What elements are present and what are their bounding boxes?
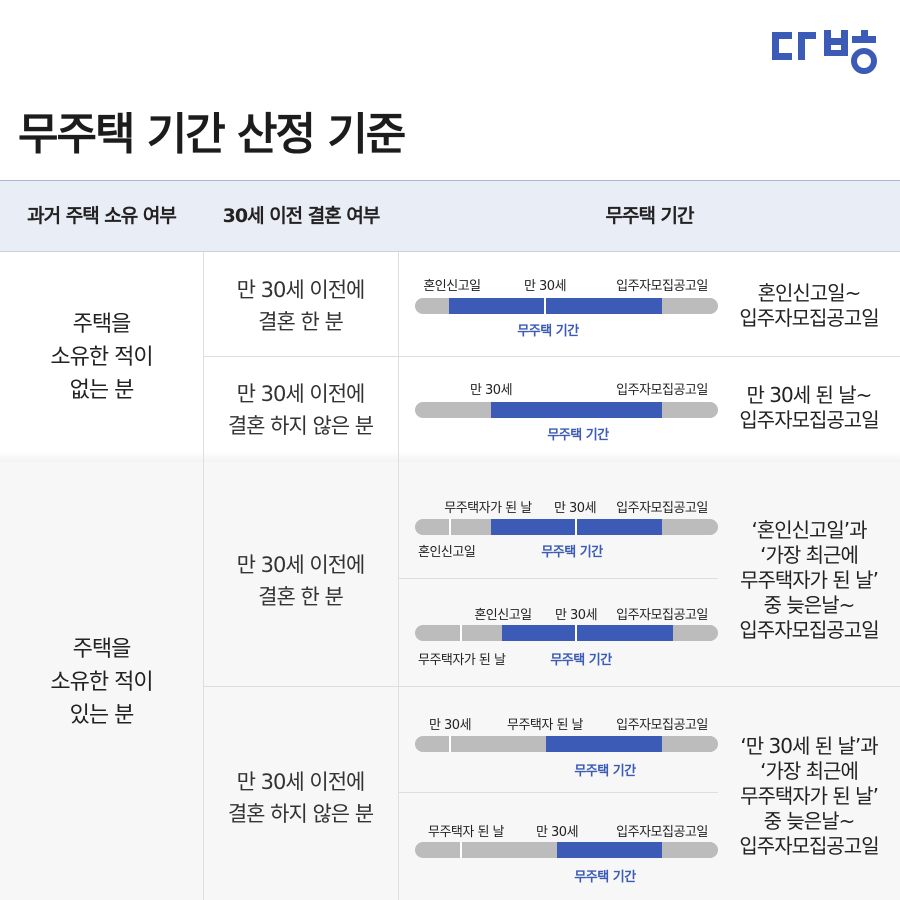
period-fill: [491, 402, 662, 418]
period-fill: [449, 298, 662, 314]
timeline-label: 무주택자 된 날: [427, 825, 505, 840]
timeline-label: 만 30세: [428, 718, 472, 733]
timeline-label: 입주자모집공고일: [616, 718, 708, 733]
table-header: 과거 주택 소유 여부 30세 이전 결혼 여부 무주택 기간: [0, 180, 900, 252]
result-line: 입주자모집공고일: [739, 408, 879, 432]
owner-line: 소유한 적이: [50, 345, 153, 370]
marriage-line: 만 30세 이전에: [236, 382, 366, 406]
timeline-tick: [575, 625, 577, 641]
page-title: 무주택 기간 산정 기준: [18, 109, 406, 160]
marriage-line: 만 30세 이전에: [236, 278, 366, 302]
result-line: 입주자모집공고일: [739, 306, 879, 330]
period-label: 무주택 기간: [574, 870, 636, 885]
timeline-label: 입주자모집공고일: [616, 501, 708, 516]
result-line: ‘만 30세 된 날’과: [740, 734, 878, 758]
timeline-label: 입주자모집공고일: [616, 279, 708, 294]
header-period: 무주택 기간: [605, 205, 694, 227]
timeline-label: 혼인신고일: [423, 279, 481, 294]
timeline-tick: [460, 625, 462, 641]
divider-subrow: [398, 792, 718, 793]
timeline-label: 무주택자 된 날: [506, 718, 584, 733]
result-cell: 혼인신고일~ 입주자모집공고일: [724, 281, 894, 331]
divider-col2: [398, 250, 399, 900]
timeline-tick: [575, 519, 577, 535]
period-label: 무주택 기간: [550, 653, 612, 668]
timeline-label: 만 30세: [553, 501, 597, 516]
period-label: 무주택 기간: [517, 324, 579, 339]
result-line: ‘가장 최근에: [760, 543, 859, 567]
period-label: 무주택 기간: [541, 545, 603, 560]
timeline-tick: [460, 842, 462, 858]
owner-cell-never-owned: 주택을 소유한 적이 없는 분: [0, 308, 203, 407]
owner-line: 없는 분: [69, 378, 135, 403]
timeline-bar: [415, 625, 718, 641]
timeline-bar: [415, 736, 718, 752]
timeline-bar: [415, 298, 718, 314]
divider-row: [203, 686, 900, 687]
timeline-tick: [449, 736, 451, 752]
divider-row: [203, 356, 900, 357]
period-label: 무주택 기간: [574, 764, 636, 779]
result-line: 무주택자가 된 날’: [740, 568, 879, 592]
marriage-cell: 만 30세 이전에 결혼 한 분: [203, 549, 398, 613]
timeline-below-label: 무주택자가 된 날: [418, 653, 506, 668]
owner-line: 있는 분: [69, 703, 135, 728]
result-line: 혼인신고일~: [757, 281, 862, 305]
timeline-label: 만 30세: [469, 383, 513, 398]
result-cell: ‘혼인신고일’과 ‘가장 최근에 무주택자가 된 날’ 중 늦은날~ 입주자모집…: [724, 518, 894, 643]
timeline-bar: [415, 842, 718, 858]
header-marriage: 30세 이전 결혼 여부: [222, 205, 381, 227]
period-fill: [502, 625, 673, 641]
result-line: 입주자모집공고일: [739, 618, 879, 642]
timeline-label: 입주자모집공고일: [616, 383, 708, 398]
timeline-tick: [544, 298, 546, 314]
timeline-bar: [415, 402, 718, 418]
result-line: ‘혼인신고일’과: [751, 518, 867, 542]
marriage-line: 결혼 한 분: [258, 310, 344, 334]
dabang-logo: [772, 30, 877, 74]
period-label: 무주택 기간: [547, 428, 609, 443]
timeline-label: 무주택자가 된 날: [444, 501, 532, 516]
divider-subrow: [398, 578, 718, 579]
marriage-line: 만 30세 이전에: [236, 770, 366, 794]
marriage-cell: 만 30세 이전에 결혼 한 분: [203, 274, 398, 338]
period-fill: [546, 736, 662, 752]
result-line: 중 늦은날~: [763, 593, 856, 617]
result-line: 중 늦은날~: [763, 809, 856, 833]
divider-col1: [203, 250, 204, 900]
period-fill: [557, 842, 662, 858]
result-line: 입주자모집공고일: [739, 834, 879, 858]
marriage-line: 결혼 하지 않은 분: [227, 802, 374, 826]
result-cell: ‘만 30세 된 날’과 ‘가장 최근에 무주택자가 된 날’ 중 늦은날~ 입…: [724, 734, 894, 859]
marriage-cell: 만 30세 이전에 결혼 하지 않은 분: [203, 378, 398, 442]
owner-line: 주택을: [72, 637, 132, 662]
section-owned-background: [0, 452, 900, 900]
timeline-label: 만 30세: [554, 608, 598, 623]
timeline-label: 입주자모집공고일: [616, 608, 708, 623]
timeline-label: 혼인신고일: [474, 608, 532, 623]
result-line: 만 30세 된 날~: [746, 383, 873, 407]
marriage-line: 만 30세 이전에: [236, 553, 366, 577]
timeline-bar: [415, 519, 718, 535]
timeline-tick: [449, 519, 451, 535]
owner-cell-owned: 주택을 소유한 적이 있는 분: [0, 633, 203, 732]
marriage-cell: 만 30세 이전에 결혼 하지 않은 분: [203, 766, 398, 830]
timeline-label: 만 30세: [523, 279, 567, 294]
marriage-line: 결혼 하지 않은 분: [227, 414, 374, 438]
result-cell: 만 30세 된 날~ 입주자모집공고일: [724, 383, 894, 433]
timeline-below-label: 혼인신고일: [418, 545, 476, 560]
marriage-line: 결혼 한 분: [258, 585, 344, 609]
header-ownership: 과거 주택 소유 여부: [27, 205, 177, 227]
owner-line: 주택을: [72, 312, 132, 337]
result-line: ‘가장 최근에: [760, 759, 859, 783]
result-line: 무주택자가 된 날’: [740, 784, 879, 808]
timeline-label: 만 30세: [535, 825, 579, 840]
owner-line: 소유한 적이: [50, 670, 153, 695]
timeline-label: 입주자모집공고일: [616, 825, 708, 840]
